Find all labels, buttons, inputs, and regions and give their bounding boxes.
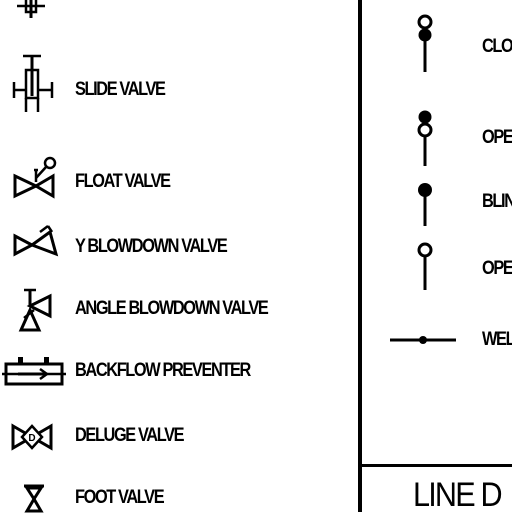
backflow-preventer-label: BACKFLOW PREVENTER [75,360,251,381]
foot-valve-label: FOOT VALVE [75,487,165,508]
foot-valve-icon [24,484,44,513]
deluge-valve-label: DELUGE VALVE [75,425,185,446]
weld-icon [390,336,456,344]
float-valve-icon [13,156,57,199]
vertical-divider [358,0,362,512]
float-valve-label: FLOAT VALVE [75,171,171,192]
angle-blowdown-valve-icon [18,288,52,332]
angle-blowdown-valve-label: ANGLE BLOWDOWN VALVE [75,298,269,319]
top-cut-valve-icon [17,0,45,18]
open-icon [417,242,433,290]
slide-valve-icon [12,54,54,112]
svg-text:D: D [28,433,35,444]
y-blowdown-valve-label: Y BLOWDOWN VALVE [75,236,228,257]
open-blind-label: OPE [482,127,512,148]
horizontal-divider [358,464,512,467]
closed-blind-label: CLO [482,36,512,57]
open-blind-icon [417,110,433,166]
y-blowdown-valve-icon [13,225,59,257]
closed-blind-icon [417,14,433,72]
open-label: OPE [482,258,512,279]
blind-label: BLIN [482,191,512,212]
backflow-preventer-icon [2,357,66,386]
blind-icon [418,183,432,226]
slide-valve-label: SLIDE VALVE [75,79,166,100]
deluge-valve-icon: D [11,423,53,451]
section-title: LINE D [413,476,503,514]
weld-label: WEL [482,329,512,350]
